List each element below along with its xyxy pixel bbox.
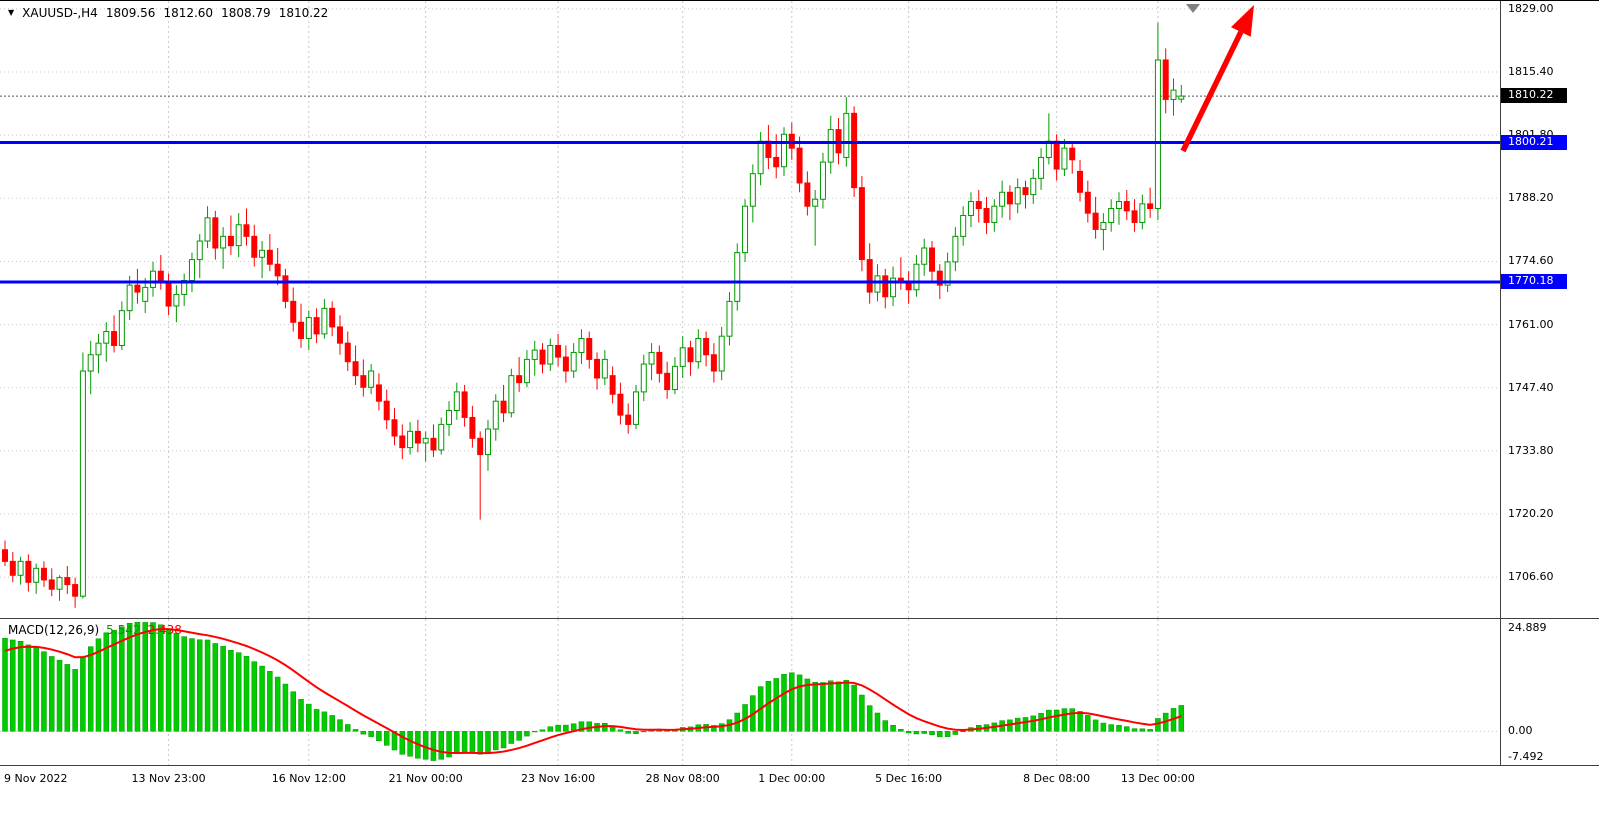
- support-line-1770-badge: 1770.18: [1501, 273, 1567, 289]
- resistance-line-1800-badge: 1800.21: [1501, 134, 1567, 150]
- macd-label: MACD(12,26,9): [8, 623, 100, 637]
- macd-axis-max-label: 24.889: [1508, 621, 1547, 634]
- macd-signal-value: 2.438: [147, 623, 182, 637]
- grid-layer: [0, 1, 1500, 618]
- price-axis-label: 1829.00: [1508, 1, 1554, 15]
- price-axis-label: 1706.60: [1508, 570, 1554, 584]
- price-axis-label: 1761.00: [1508, 317, 1554, 331]
- price-axis[interactable]: 1829.001815.401801.801788.201774.601761.…: [1500, 1, 1599, 618]
- time-axis-label: 13 Nov 23:00: [131, 772, 206, 785]
- price-axis-label: 1788.20: [1508, 191, 1554, 205]
- macd-header: MACD(12,26,9) 5.542 2.438: [8, 623, 182, 637]
- price-axis-label: 1747.40: [1508, 380, 1554, 394]
- price-axis-label: 1720.20: [1508, 507, 1554, 520]
- price-axis-label: 1774.60: [1508, 254, 1554, 268]
- one-click-trading-icon[interactable]: ▼: [8, 8, 15, 17]
- macd-main-value: 5.542: [106, 623, 141, 637]
- candles-layer: [2, 22, 1185, 608]
- main-price-pane[interactable]: ▼ XAUUSD-,H4 1809.56 1812.60 1808.79 181…: [0, 1, 1500, 618]
- high-value: 1812.60: [163, 6, 214, 20]
- price-axis-label: 1815.40: [1508, 65, 1554, 79]
- time-axis-label: 21 Nov 00:00: [388, 772, 463, 785]
- macd-chart-canvas[interactable]: [0, 619, 1500, 765]
- chart-shift-marker-icon[interactable]: [1186, 4, 1200, 13]
- time-axis-label: 13 Dec 00:00: [1120, 772, 1195, 785]
- macd-indicator-pane[interactable]: MACD(12,26,9) 5.542 2.438: [0, 618, 1500, 765]
- macd-axis[interactable]: 24.889 0.00 -7.492: [1500, 618, 1599, 765]
- macd-axis-zero-label: 0.00: [1508, 724, 1533, 738]
- macd-histogram: [2, 622, 1185, 761]
- macd-axis-min-label: -7.492: [1508, 750, 1544, 763]
- time-axis[interactable]: 9 Nov 2022 13 Nov 23:00 16 Nov 12:00 21 Nov…: [0, 765, 1599, 813]
- time-axis-label: 16 Nov 12:00: [271, 772, 346, 785]
- price-chart-canvas[interactable]: [0, 1, 1500, 618]
- time-axis-label: 23 Nov 16:00: [520, 772, 596, 785]
- time-axis-label: 5 Dec 16:00: [875, 772, 943, 785]
- time-axis-label: 9 Nov 2022: [4, 772, 68, 785]
- macd-signal-line: [4, 627, 1182, 755]
- time-axis-label: 8 Dec 08:00: [1023, 772, 1091, 785]
- symbol-period-label: XAUUSD-,H4: [22, 6, 98, 20]
- ohlc-header: ▼ XAUUSD-,H4 1809.56 1812.60 1808.79 181…: [8, 6, 328, 20]
- close-value: 1810.22: [278, 6, 329, 20]
- open-value: 1809.56: [105, 6, 156, 20]
- price-axis-label: 1733.80: [1508, 443, 1554, 457]
- low-value: 1808.79: [221, 6, 271, 20]
- time-axis-label: 1 Dec 00:00: [758, 772, 826, 785]
- bid-price-badge: 1810.22: [1501, 88, 1567, 104]
- time-axis-label: 28 Nov 08:00: [645, 772, 720, 785]
- trend-arrow-annotation[interactable]: [1180, 5, 1254, 153]
